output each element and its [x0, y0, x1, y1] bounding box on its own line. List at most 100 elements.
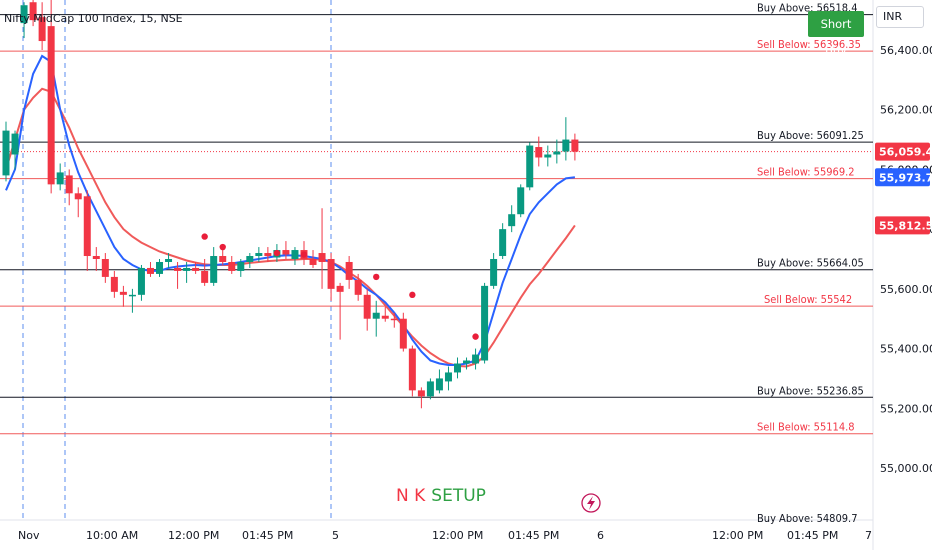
candle-body: [165, 259, 173, 262]
time-tick-label: 12:00 PM: [432, 529, 483, 542]
candle: [336, 282, 344, 340]
candle: [535, 136, 543, 167]
candle: [318, 208, 326, 289]
candle-body: [237, 261, 245, 271]
candle-body: [2, 130, 10, 176]
time-tick-label: Nov: [18, 529, 40, 542]
candle-body: [137, 267, 145, 295]
candle-body: [472, 354, 480, 364]
signal-dot: [201, 233, 208, 240]
candle-body: [29, 2, 37, 21]
candle-body: [11, 133, 19, 155]
candle: [255, 247, 263, 262]
candle: [508, 205, 516, 233]
candle: [128, 288, 136, 313]
candle: [146, 261, 154, 277]
price-badge: 55,973.78: [875, 168, 932, 187]
candle-body: [210, 256, 218, 283]
candle-body: [463, 360, 471, 364]
candle-body: [390, 318, 398, 321]
candle-body: [255, 253, 263, 257]
candle-body: [101, 259, 109, 277]
candle-body: [336, 285, 344, 292]
chart-title: Nifty MidCap 100 Index, 15, NSE: [4, 12, 183, 25]
candle: [526, 142, 534, 191]
signal-dot: [373, 273, 380, 281]
session-dividers: [0, 0, 874, 550]
candle: [327, 253, 335, 301]
candle-body: [381, 315, 389, 319]
price-badges: 56,059.45 55,973.78 55,812.58: [875, 142, 932, 235]
candle-body: [246, 256, 254, 262]
candle: [472, 348, 480, 370]
candle-body: [183, 267, 191, 271]
candle-body: [435, 378, 443, 391]
candle-body: [20, 5, 28, 24]
candle: [228, 256, 236, 274]
price-tick-label: 55,200.00: [880, 402, 932, 415]
blue-moving-average: [5, 54, 576, 366]
time-tick-label: 12:00 PM: [712, 529, 763, 542]
lightning-icon[interactable]: [581, 493, 601, 513]
time-tick-label: 5: [332, 529, 339, 542]
candle-body: [444, 372, 452, 382]
candle: [156, 259, 164, 277]
short-buy-button[interactable]: Short Buy: [808, 11, 864, 57]
candle-body: [119, 291, 127, 295]
level-label-sell: Sell Below: 55542: [764, 293, 852, 306]
time-tick-label: 01:45 PM: [242, 529, 293, 542]
candle-body: [490, 259, 498, 286]
candle: [20, 2, 28, 39]
candle-body: [553, 151, 561, 155]
price-badge-bg: [875, 216, 930, 235]
candle: [408, 345, 416, 397]
level-label-buy: Buy Above: 55664.05: [757, 257, 864, 270]
candle: [490, 253, 498, 289]
candle-body: [363, 294, 371, 319]
moving-averages: [5, 54, 576, 368]
red-moving-average: [5, 87, 576, 368]
candle: [246, 253, 254, 268]
candle: [499, 223, 507, 259]
candle: [363, 288, 371, 331]
candle-body: [526, 145, 534, 188]
candle-body: [219, 256, 227, 262]
level-label-sell: Sell Below: 55969.2: [757, 166, 855, 179]
candle: [544, 145, 552, 167]
candle-body: [83, 196, 91, 257]
time-tick-label: 01:45 PM: [508, 529, 559, 542]
candle: [399, 312, 407, 352]
candle: [29, 0, 37, 27]
price-badge-bg: [875, 142, 930, 161]
candle: [47, 0, 55, 194]
candle-body: [535, 147, 543, 158]
candle: [2, 121, 10, 182]
candle: [11, 130, 19, 170]
candle-body: [192, 267, 200, 271]
candle: [553, 139, 561, 164]
time-tick-label: 12:00 PM: [168, 529, 219, 542]
candle-body: [345, 261, 353, 280]
level-label-buy: Buy Above: 55236.85: [757, 384, 864, 397]
candle: [165, 253, 173, 268]
candle-body: [562, 139, 570, 152]
candle: [74, 187, 82, 218]
signal-dot: [219, 243, 226, 251]
candle-body: [354, 279, 362, 295]
candle: [282, 241, 290, 259]
candle-body: [228, 261, 236, 271]
candle-body: [74, 193, 82, 200]
candle: [110, 270, 118, 298]
level-label-buy: Buy Above: 54809.7: [757, 512, 858, 525]
candle-body: [571, 139, 579, 152]
candle: [201, 259, 209, 286]
candle-body: [399, 318, 407, 349]
level-label-buy: Buy Above: 56091.25: [757, 129, 864, 142]
currency-selector[interactable]: INR: [876, 6, 924, 28]
candle-body: [201, 270, 209, 283]
candle: [219, 250, 227, 265]
candle-body: [454, 363, 461, 373]
candle-body: [65, 175, 73, 194]
time-axis: Nov 10:00 AM 12:00 PM 01:45 PM 5 12:00 PM 01:4…: [18, 529, 872, 542]
